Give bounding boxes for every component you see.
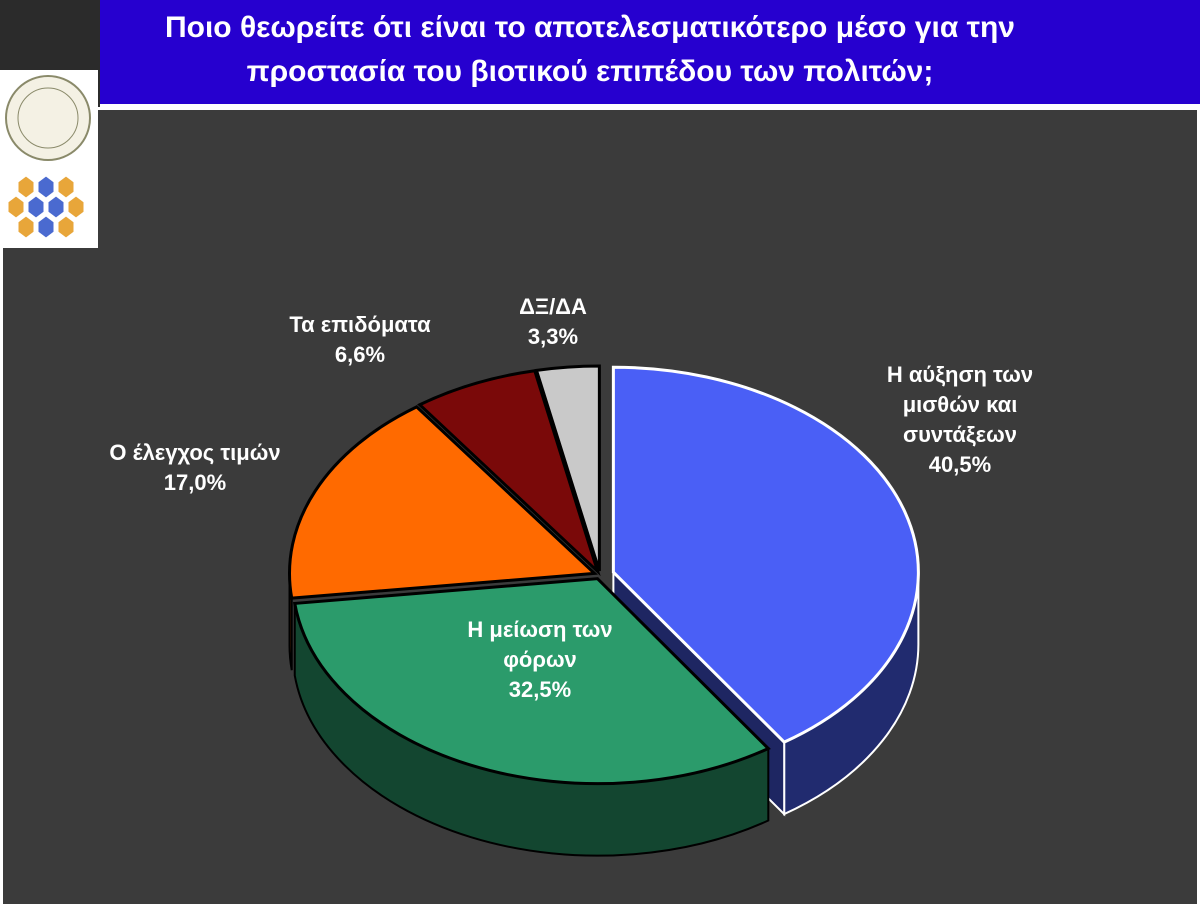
slice xyxy=(611,365,920,744)
title-bar xyxy=(100,0,1200,107)
category-name: Η αύξηση των μισθών και συντάξεων xyxy=(886,362,1034,447)
slice xyxy=(417,369,601,577)
slice-label: Ο έλεγχος τιμών 17,0% xyxy=(55,438,335,498)
slice xyxy=(292,577,771,786)
category-name: ΔΞ/ΔΑ xyxy=(519,294,587,319)
slice xyxy=(534,364,601,572)
category-name: Ο έλεγχος τιμών xyxy=(109,440,281,465)
value-label: 3,3% xyxy=(527,324,579,349)
category-name: Η μείωση των φόρων xyxy=(467,617,613,672)
slice-label: ΔΞ/ΔΑ 3,3% xyxy=(493,292,613,352)
slice xyxy=(288,405,599,600)
slice-label: Τα επιδόματα 6,6% xyxy=(260,310,460,370)
slice-label: Η μείωση των φόρων 32,5% xyxy=(430,615,650,705)
category-name: Τα επιδόματα xyxy=(289,312,431,337)
slice-label: Η αύξηση των μισθών και συντάξεων 40,5% xyxy=(860,360,1060,480)
value-label: 17,0% xyxy=(163,470,227,495)
value-label: 32,5% xyxy=(508,677,572,702)
logo xyxy=(0,70,98,248)
chart-title: Ποιο θεωρείτε ότι είναι το αποτελεσματικ… xyxy=(164,11,1015,88)
value-label: 6,6% xyxy=(334,342,386,367)
value-label: 40,5% xyxy=(928,452,992,477)
